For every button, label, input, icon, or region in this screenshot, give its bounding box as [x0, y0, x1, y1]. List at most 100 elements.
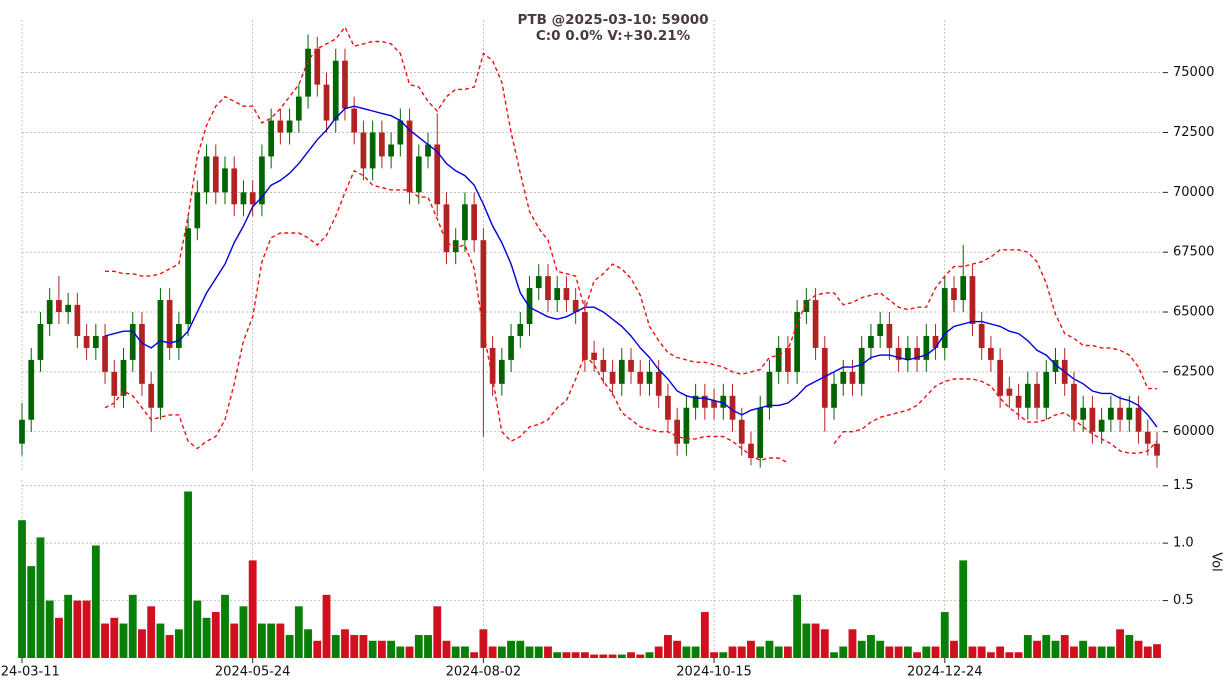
volume-bar: [239, 606, 248, 658]
candle-body: [738, 419, 745, 444]
volume-bar: [968, 646, 977, 658]
volume-bar: [368, 640, 377, 658]
volume-bar: [922, 646, 931, 658]
volume-bar: [986, 652, 995, 658]
candle-body: [19, 419, 25, 444]
candle-body: [517, 323, 524, 336]
candle-body: [821, 347, 828, 408]
volume-bar: [1005, 652, 1014, 658]
volume-bar: [996, 646, 1005, 658]
candle-body: [960, 276, 967, 301]
band-line: [105, 25, 1157, 390]
candle-body: [646, 371, 653, 384]
volume-bar: [470, 652, 479, 658]
volume-bar: [1079, 640, 1088, 658]
candle-body: [637, 371, 644, 384]
candle-body: [858, 347, 865, 384]
volume-bar: [654, 646, 663, 658]
candle-body: [748, 443, 754, 459]
volume-bar: [322, 594, 331, 658]
candle-body: [342, 60, 348, 109]
candle-body: [295, 96, 302, 121]
volume-bar: [101, 623, 109, 658]
candle-body: [941, 288, 948, 348]
volume-bar: [534, 646, 543, 658]
chart-subtitle: C:0 0.0% V:+30.21%: [536, 28, 691, 44]
volume-bar: [839, 646, 848, 658]
volume-bar: [599, 654, 608, 658]
volume-bar: [1033, 640, 1041, 658]
candle-body: [729, 395, 736, 420]
volume-bar: [793, 594, 802, 658]
volume-bar: [608, 654, 617, 658]
volume-axis-label: Vol: [1209, 552, 1224, 571]
candle-body: [498, 359, 505, 384]
volume-bar: [931, 646, 940, 658]
candle-body: [923, 335, 930, 360]
candle-body: [268, 120, 275, 157]
candle-body: [415, 156, 422, 193]
candle-body: [868, 335, 874, 348]
candle-body: [914, 347, 920, 360]
candle-body: [1108, 407, 1114, 420]
candle-body: [951, 288, 957, 301]
volume-bar: [174, 629, 183, 658]
volume-bar: [1070, 646, 1078, 658]
candle-body: [1043, 371, 1050, 408]
volume-bar: [553, 652, 562, 658]
candle-body: [166, 300, 173, 348]
volume-bar: [414, 635, 423, 658]
volume-bar: [525, 646, 534, 658]
volume-bar: [461, 646, 469, 658]
volume-bar: [682, 646, 691, 658]
candle-body: [46, 300, 53, 324]
candle-body: [249, 192, 256, 205]
volume-bar: [1134, 640, 1143, 658]
candle-body: [212, 156, 219, 193]
candle-body: [628, 359, 634, 372]
candle-body: [351, 108, 358, 133]
volume-bar: [110, 617, 119, 658]
y-tick-label: 60000: [1173, 424, 1214, 439]
candle-body: [332, 60, 339, 121]
candle-body: [259, 156, 265, 205]
candle-body: [56, 300, 62, 313]
volume-bar: [580, 652, 589, 658]
candle-body: [65, 304, 71, 313]
volume-bar: [18, 520, 26, 658]
volume-bar: [710, 652, 718, 658]
candle-body: [545, 276, 551, 301]
candle-body: [1034, 383, 1040, 408]
candle-body: [360, 132, 367, 169]
volume-bar: [350, 635, 359, 658]
volume-bar: [165, 635, 174, 658]
volume-bar: [774, 646, 783, 658]
candle-body: [1006, 388, 1013, 396]
candle-body: [535, 276, 542, 289]
volume-bar: [91, 545, 100, 658]
candle-body: [1144, 431, 1151, 444]
volume-bar: [1051, 640, 1060, 658]
volume-bar: [1097, 646, 1106, 658]
volume-bar: [719, 652, 728, 658]
volume-bar: [285, 635, 294, 658]
candle-body: [397, 120, 404, 145]
volume-bar: [802, 623, 811, 658]
candle-body: [665, 395, 671, 420]
candle-body: [379, 132, 385, 157]
band-line: [104, 169, 1158, 464]
volume-bar: [451, 646, 460, 658]
volume-bar: [405, 646, 414, 658]
volume-bar: [147, 606, 156, 658]
volume-bar: [756, 646, 765, 658]
candle-body: [655, 371, 662, 396]
candle-body: [1098, 419, 1105, 432]
candle-body: [314, 48, 321, 85]
volume-bar: [202, 617, 211, 658]
x-tick-label: 2024-05-24: [215, 665, 291, 680]
volume-bar: [765, 640, 774, 658]
candle-body: [701, 395, 708, 408]
volume-bar: [783, 646, 792, 658]
volume-bar: [645, 652, 654, 658]
